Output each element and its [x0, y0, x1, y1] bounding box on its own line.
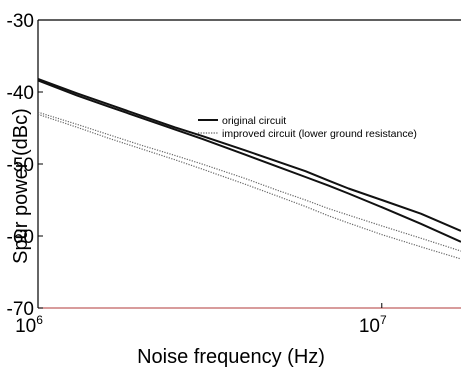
- legend: original circuit improved circuit (lower…: [198, 115, 417, 140]
- series-original-line-1: [37, 78, 461, 232]
- legend-label-improved: improved circuit (lower ground resistanc…: [222, 128, 417, 140]
- y-tick-label: -40: [7, 83, 34, 104]
- y-axis-title: Spur power (dBc): [10, 108, 32, 264]
- x-tick-label: 106: [15, 313, 43, 337]
- ticks-layer: -70 -60 -50 -40 -30 106 107: [7, 11, 387, 337]
- plot-area: [37, 19, 461, 309]
- y-tick-label: -60: [7, 227, 34, 248]
- y-tick-label: -50: [7, 155, 34, 176]
- y-tick-label: -30: [7, 11, 34, 32]
- x-tick-label: 107: [359, 313, 387, 337]
- series-original-line-2: [37, 79, 461, 243]
- series-layer: [37, 78, 461, 260]
- x-axis-title: Noise frequency (Hz): [137, 346, 325, 367]
- y-tick-label: -70: [7, 299, 34, 320]
- legend-label-original: original circuit: [222, 115, 286, 127]
- series-improved-line-1: [37, 111, 461, 252]
